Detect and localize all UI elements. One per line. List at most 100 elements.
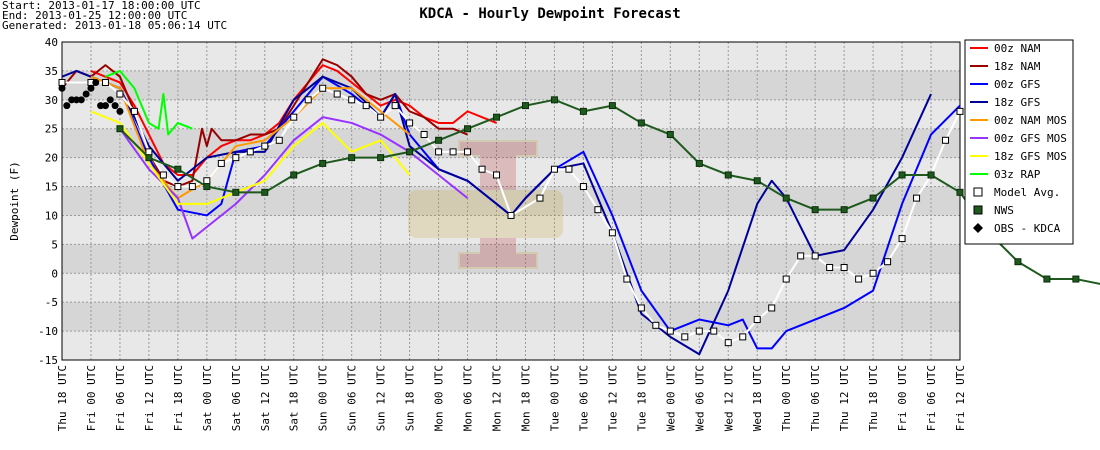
data-point [319,159,327,167]
data-point [116,125,124,133]
end-time: End: 2013-01-25 12:00:00 UTC [2,9,188,22]
plot-band [62,331,960,360]
series-18z-gfs [61,69,932,356]
x-tick-label: Wed 00 UTC [664,365,677,431]
data-point [739,333,747,341]
generated-time: Generated: 2013-01-18 05:06:14 UTC [2,19,228,32]
data-point [261,188,269,196]
data-point [333,90,341,98]
data-point [72,96,80,104]
y-tick-label: 40 [45,36,58,49]
data-point [493,113,501,121]
legend-item-00z-gfs: 00z GFS [970,78,1040,91]
x-tick-label: Sun 12 UTC [375,365,388,431]
data-point [840,206,848,214]
x-tick-label: Wed 18 UTC [751,365,764,431]
legend-item-00z-gfs-mos: 00z GFS MOS [970,132,1067,145]
data-point [87,84,95,92]
plot-band [62,302,960,332]
y-tick-label: -5 [45,296,58,309]
data-point [579,183,587,191]
data-point [898,235,906,243]
plot-band [62,215,960,245]
data-point [550,96,558,104]
data-point [608,102,616,110]
x-tick-label: Fri 18 UTC [172,365,185,431]
y-tick-label: 5 [51,238,58,251]
y-tick-label: 20 [45,152,58,165]
legend-item-00z-nam-mos: 00z NAM MOS [970,114,1067,127]
legend-swatch [973,187,983,197]
data-point [942,136,950,144]
data-point [58,78,66,86]
legend-label: 03z RAP [994,168,1041,181]
y-tick-label: 15 [45,181,58,194]
data-point [637,304,645,312]
data-point [188,183,196,191]
data-point [275,136,283,144]
data-point [159,171,167,179]
legend-label: 18z GFS [994,96,1040,109]
data-point [348,154,356,162]
y-tick-label: 10 [45,209,58,222]
data-point [362,102,370,110]
x-tick-label: Fri 12 UTC [954,365,967,431]
data-point [449,148,457,156]
data-point [855,275,863,283]
data-point [106,96,114,104]
data-point [97,102,105,110]
data-point [608,229,616,237]
data-point [536,194,544,202]
y-tick-label: -15 [38,354,58,367]
data-point [753,177,761,185]
series-line [90,75,411,200]
x-tick-label: Thu 18 UTC [867,365,880,431]
x-tick-label: Tue 06 UTC [577,365,590,431]
plot-frame [61,41,961,361]
watermark-logo [408,140,563,269]
data-point [77,96,85,104]
data-point [391,102,399,110]
x-tick-label: Wed 12 UTC [722,365,735,431]
data-point [92,78,100,86]
data-point [768,304,776,312]
data-point [782,194,790,202]
y-tick-label: 30 [45,94,58,107]
data-point [232,188,240,196]
data-point [1014,258,1022,266]
plot-band [62,70,960,100]
data-point [101,78,109,86]
data-point [111,102,119,110]
data-point [232,154,240,162]
data-point [377,154,385,162]
series-obs-kdca [58,78,124,115]
legend-item-03z-rap: 03z RAP [970,168,1041,181]
data-point [550,165,558,173]
y-axis-label: Dewpoint (F) [8,161,21,240]
legend-label: 18z GFS MOS [994,150,1067,163]
plot-band [62,273,960,303]
legend-label: 00z GFS MOS [994,132,1067,145]
data-point [1043,275,1051,283]
chart-title: KDCA - Hourly Dewpoint Forecast [419,6,681,22]
data-point [290,113,298,121]
x-tick-label: Fri 00 UTC [85,365,98,431]
x-tick-label: Sat 12 UTC [259,365,272,431]
data-point [493,171,501,179]
data-point [82,90,90,98]
data-point [594,206,602,214]
legend: 00z NAM 18z NAM 00z GFS 18z GFS 00z NAM MOS 0… [964,39,1074,245]
data-point [435,136,443,144]
data-point [884,258,892,266]
plot-band [62,42,960,71]
data-point [406,148,414,156]
legend-label: Model Avg. [994,186,1060,199]
x-tick-label: Sun 18 UTC [404,365,417,431]
data-point [623,275,631,283]
series-03z-rap [105,69,193,136]
y-axis: -15 -10 -5 0 5 10 15 20 25 30 35 40 [38,36,58,367]
legend-label: 00z NAM MOS [994,114,1067,127]
series-line [90,110,411,205]
y-tick-label: 25 [45,123,58,136]
